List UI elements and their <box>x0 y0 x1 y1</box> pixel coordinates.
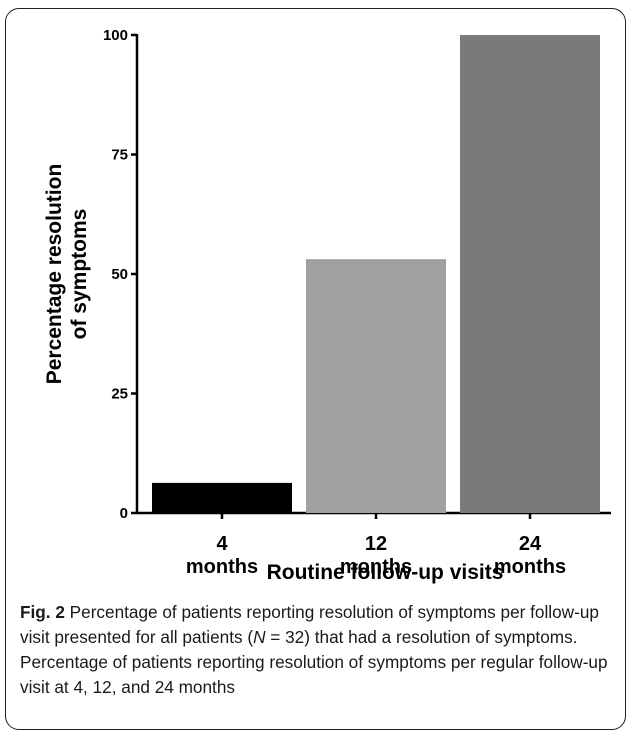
y-tick-label: 75 <box>111 147 128 164</box>
y-axis-title-line: Percentage resolution <box>43 164 66 385</box>
x-tick-label: 24 <box>519 533 542 555</box>
figure-caption: Fig. 2 Percentage of patients reporting … <box>20 600 618 700</box>
x-axis <box>136 511 611 519</box>
y-tick-label: 0 <box>120 505 128 522</box>
bars <box>152 35 600 513</box>
x-tick-label: months <box>340 556 412 578</box>
y-axis-title-line: of symptoms <box>68 209 91 340</box>
caption-text-2: = 32) that had a resolution of symptoms.… <box>20 627 608 697</box>
figure-label: Fig. 2 <box>20 602 65 622</box>
x-tick-label: months <box>186 556 258 578</box>
y-axis: 0 25 50 75 100 <box>103 27 139 522</box>
y-tick-label: 100 <box>103 27 128 44</box>
y-axis-title: Percentage resolutionof symptoms <box>43 164 91 385</box>
y-tick-label: 50 <box>111 266 128 283</box>
x-axis-title: Routine follow-up visits <box>267 561 504 584</box>
y-tick-label: 25 <box>111 386 128 403</box>
x-tick-label: 12 <box>365 533 387 555</box>
x-tick-label: 4 <box>216 533 228 555</box>
bar <box>306 259 446 513</box>
caption-text-1: Percentage of patients reporting resolut… <box>20 602 599 647</box>
bar <box>460 35 600 513</box>
caption-n-symbol: N <box>253 627 266 647</box>
x-tick-label: months <box>494 556 566 578</box>
bar <box>152 482 292 513</box>
